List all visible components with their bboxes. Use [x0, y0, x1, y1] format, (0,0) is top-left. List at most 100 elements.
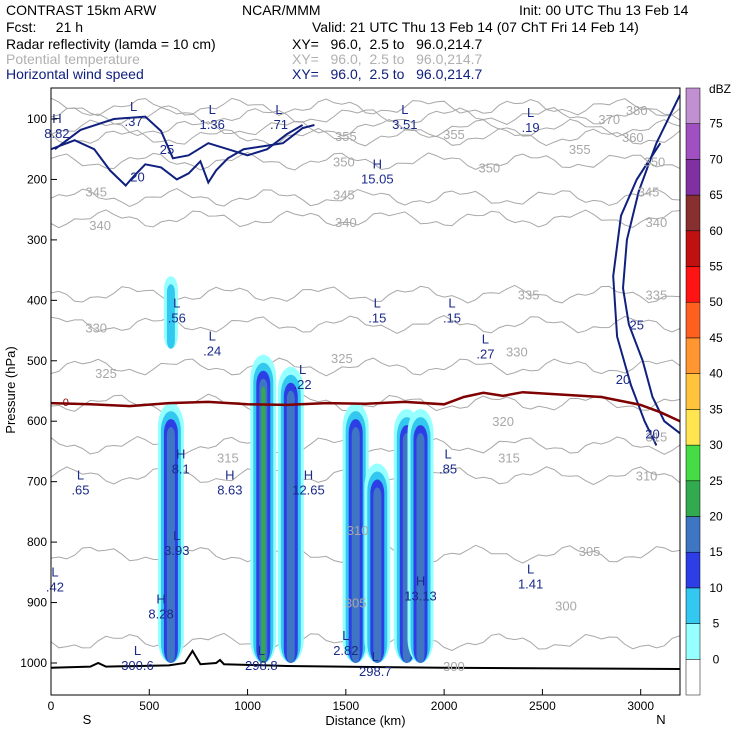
field-theta-name: Potential temperature	[6, 51, 140, 67]
x-end-label-south: S	[83, 712, 92, 727]
wind-label: 25	[160, 142, 174, 157]
extremum-value: .85	[439, 462, 457, 477]
colorbar-level-label: 5	[713, 617, 720, 631]
reflectivity-cell-6-level-4	[373, 487, 382, 663]
x-axis-title: Distance (km)	[325, 713, 405, 728]
wind-contour-20-right	[612, 142, 662, 446]
extremum-value: .56	[168, 310, 186, 325]
x-tick-label: 1500	[332, 699, 359, 713]
extremum-marker-L: L	[209, 329, 216, 344]
theta-label: 345	[85, 185, 107, 200]
wind-label: 20	[645, 426, 659, 441]
extremum-marker-L: L	[444, 447, 451, 462]
theta-label: 345	[333, 188, 355, 203]
extremum-value: 8.28	[148, 607, 173, 622]
x-tick-label: 0	[48, 699, 55, 713]
theta-label: 330	[85, 321, 107, 336]
colorbar-bin	[685, 159, 701, 196]
extremum-value: .15	[443, 310, 461, 325]
extremum-value: 3.93	[164, 543, 189, 558]
theta-contour-340	[51, 209, 680, 229]
x-tick-label: 2000	[431, 699, 458, 713]
extremum-marker-L: L	[448, 295, 455, 310]
theta-label: 340	[335, 215, 357, 230]
colorbar-level-label: 10	[709, 581, 723, 595]
extremum-marker-H: H	[225, 468, 234, 483]
colorbar-bin	[685, 123, 701, 160]
extremum-marker-L: L	[173, 528, 180, 543]
x-tick-label: 2500	[529, 699, 556, 713]
extremum-value: 12.65	[292, 483, 325, 498]
theta-label: 305	[345, 596, 367, 611]
model-title: CONTRAST 15km ARW	[6, 2, 157, 18]
extremum-marker-H: H	[304, 468, 313, 483]
extremum-value: 8.1	[172, 462, 190, 477]
extremum-marker-L: L	[173, 295, 180, 310]
theta-contour-370	[51, 106, 680, 125]
extremum-value: 15.05	[361, 171, 394, 186]
extremum-value: .65	[71, 483, 89, 498]
theta-label: 350	[644, 154, 666, 169]
colorbar-level-label: 25	[709, 474, 723, 488]
extremum-marker-L: L	[51, 564, 58, 579]
init-time: Init: 00 UTC Thu 13 Feb 14	[519, 2, 689, 18]
field-wind-xy: XY= 96.0, 2.5 to 96.0,214.7	[292, 66, 483, 82]
y-tick-label: 500	[27, 354, 47, 368]
theta-label: 310	[347, 523, 369, 538]
y-tick-label: 600	[27, 414, 47, 428]
field-theta-xy: XY= 96.0, 2.5 to 96.0,214.7	[292, 51, 483, 67]
extremum-marker-L: L	[372, 649, 379, 664]
reflectivity-cell-5-level-4	[351, 427, 360, 663]
y-axis-title: Pressure (hPa)	[3, 346, 18, 433]
colorbar-level-label: 20	[709, 510, 723, 524]
extremum-marker-L: L	[275, 102, 282, 117]
theta-label: 315	[217, 450, 239, 465]
extremum-value: 1.41	[518, 576, 543, 591]
colorbar-bin	[685, 516, 701, 553]
x-tick-label: 500	[139, 699, 159, 713]
theta-label: 315	[498, 450, 520, 465]
theta-contour-380	[51, 97, 680, 117]
colorbar-level-label: 60	[709, 224, 723, 238]
theta-label: 305	[579, 544, 601, 559]
forecast-hour: Fcst: 21 h	[6, 19, 84, 35]
colorbar-level-label: 35	[709, 402, 723, 416]
theta-contour-325	[51, 357, 680, 377]
colorbar-bin	[685, 301, 701, 339]
colorbar-bin	[685, 373, 701, 410]
extremum-value: .15	[368, 310, 386, 325]
theta-contour-320	[51, 393, 680, 413]
wind-label: 20	[616, 372, 630, 387]
extremum-value: .42	[46, 579, 64, 594]
extremum-marker-L: L	[482, 332, 489, 347]
field-wind-name: Horizontal wind speed	[6, 66, 144, 82]
y-tick-label: 200	[27, 172, 47, 186]
colorbar-bin	[685, 337, 701, 374]
extremum-marker-H: H	[176, 447, 185, 462]
extremum-value: 298.7	[359, 664, 392, 679]
reflectivity-cell-1-level-2	[166, 284, 175, 349]
y-tick-label: 700	[27, 475, 47, 489]
theta-label: 320	[492, 414, 514, 429]
colorbar-bin	[685, 587, 701, 624]
y-tick-label: 900	[27, 596, 47, 610]
theta-label: 340	[646, 215, 668, 230]
extremum-marker-L: L	[258, 643, 265, 658]
theta-label: 310	[636, 469, 658, 484]
extremum-marker-H: H	[373, 156, 382, 171]
colorbar-level-label: 15	[709, 545, 723, 559]
colorbar-bin	[685, 87, 701, 124]
colorbar-level-label: 0	[713, 652, 720, 666]
colorbar-bin	[685, 444, 701, 482]
theta-label: 355	[569, 142, 591, 157]
theta-label: 360	[622, 130, 644, 145]
zero-isotherm-label: 0	[63, 397, 69, 409]
theta-label: 345	[638, 185, 660, 200]
y-tick-label: 300	[27, 233, 47, 247]
colorbar-bin	[685, 230, 701, 267]
extremum-marker-L: L	[209, 102, 216, 117]
y-tick-label: 1000	[20, 656, 47, 670]
reflectivity-cell-8-level-4	[416, 433, 425, 663]
colorbar-bin	[685, 480, 701, 517]
wind-label: 20	[130, 169, 144, 184]
